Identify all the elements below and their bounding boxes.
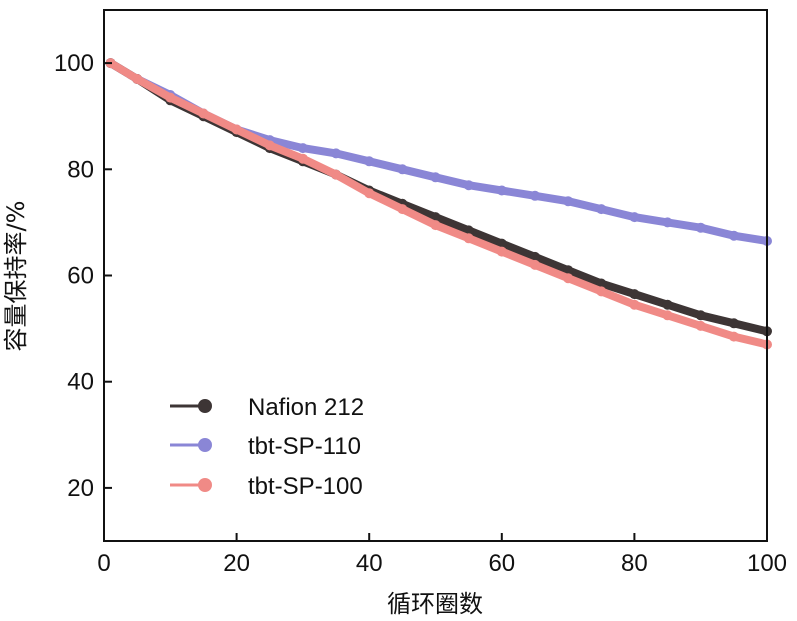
data-point-tbt-sp-110-65: [530, 190, 540, 201]
data-point-tbt-sp-100-60: [496, 246, 507, 257]
legend-marker-nafion-212: [198, 399, 212, 413]
x-tick-label-60: 60: [488, 550, 515, 577]
legend-marker-tbt-sp-100: [198, 478, 212, 492]
data-point-tbt-sp-110-95: [728, 230, 739, 241]
x-tick-label-0: 0: [97, 550, 110, 577]
data-point-nafion-212-75: [596, 278, 607, 289]
data-point-nafion-212-85: [662, 299, 673, 310]
data-point-tbt-sp-110-35: [331, 148, 341, 159]
data-point-tbt-sp-100-65: [530, 259, 540, 270]
data-point-tbt-sp-100-75: [596, 286, 607, 297]
data-point-tbt-sp-110-75: [596, 204, 607, 215]
data-point-tbt-sp-110-55: [463, 180, 474, 191]
data-point-tbt-sp-100-80: [629, 299, 640, 310]
data-point-tbt-sp-110-90: [695, 222, 706, 233]
x-tick-label-80: 80: [621, 550, 648, 577]
data-point-tbt-sp-110-70: [563, 196, 574, 207]
x-tick-label-20: 20: [223, 550, 250, 577]
x-tick-label-100: 100: [747, 550, 787, 577]
data-point-tbt-sp-100-35: [331, 169, 341, 180]
legend-marker-tbt-sp-110: [198, 438, 212, 452]
data-point-tbt-sp-100-40: [364, 188, 375, 199]
legend: Nafion 212 tbt-SP-110 tbt-SP-100: [170, 394, 364, 500]
series-layer: [105, 58, 772, 350]
data-point-tbt-sp-100-5: [132, 74, 143, 84]
data-point-tbt-sp-100-90: [695, 320, 706, 331]
data-point-nafion-212-55: [463, 225, 474, 236]
data-point-tbt-sp-110-45: [397, 164, 408, 175]
data-point-tbt-sp-100-55: [463, 233, 474, 244]
data-point-tbt-sp-100-25: [264, 140, 275, 151]
data-point-tbt-sp-110-85: [662, 217, 673, 228]
data-point-nafion-212-70: [563, 265, 574, 276]
y-tick-label-40: 40: [67, 369, 94, 396]
legend-label-tbt-sp-110: tbt-SP-110: [248, 433, 361, 460]
series-line-nafion-212: [106, 59, 771, 336]
y-tick-label-20: 20: [67, 475, 94, 502]
data-point-tbt-sp-100-20: [231, 124, 242, 135]
x-axis-title: 循环圈数: [387, 590, 483, 618]
legend-label-tbt-sp-100: tbt-SP-100: [248, 473, 363, 500]
series-nafion-212: [105, 58, 772, 337]
data-point-tbt-sp-100-45: [397, 204, 408, 215]
data-point-nafion-212-95: [728, 318, 739, 329]
data-point-nafion-212-60: [496, 238, 507, 249]
data-point-nafion-212-65: [530, 251, 540, 262]
data-point-tbt-sp-100-50: [430, 220, 441, 231]
data-point-tbt-sp-110-80: [629, 212, 640, 223]
data-point-tbt-sp-100-70: [563, 273, 574, 284]
data-point-tbt-sp-100-30: [297, 153, 308, 164]
x-tick-label-40: 40: [356, 550, 383, 577]
y-tick-label-80: 80: [67, 156, 94, 183]
series-tbt-sp-100: [105, 58, 772, 350]
data-point-tbt-sp-100-10: [165, 92, 176, 103]
data-point-tbt-sp-110-40: [364, 156, 375, 167]
data-point-tbt-sp-100-95: [728, 331, 739, 342]
data-point-tbt-sp-100-15: [198, 108, 209, 119]
tick-layer: 0 20 40 60 80 100 20 40 60 80 100: [54, 50, 787, 577]
data-point-tbt-sp-100-85: [662, 310, 673, 321]
plot-frame: [103, 9, 768, 542]
y-axis-title: 容量保持率/%: [2, 201, 30, 352]
legend-label-nafion-212: Nafion 212: [248, 394, 364, 421]
data-point-tbt-sp-110-30: [297, 143, 308, 154]
data-point-nafion-212-90: [695, 310, 706, 321]
data-point-tbt-sp-110-60: [496, 185, 507, 196]
data-point-tbt-sp-110-50: [430, 172, 441, 183]
data-point-nafion-212-80: [629, 289, 640, 300]
y-tick-label-100: 100: [54, 50, 94, 77]
y-tick-label-60: 60: [67, 263, 94, 290]
